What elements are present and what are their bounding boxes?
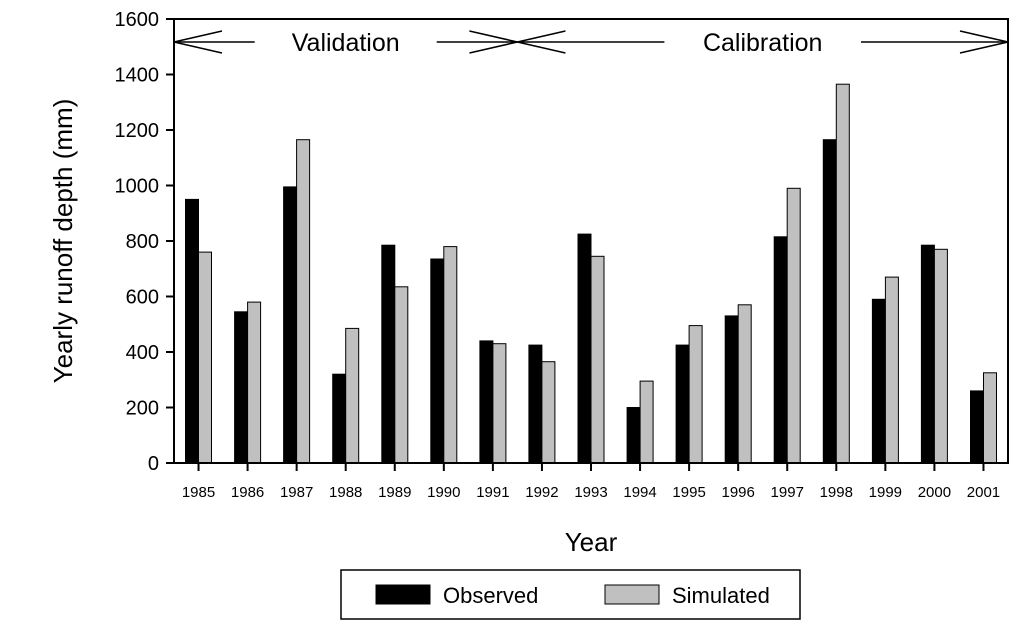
x-tick-label-1998: 1998: [820, 484, 853, 501]
y-tick-label-200: 200: [126, 398, 159, 420]
bar-observed-1992: [528, 344, 543, 464]
bar-simulated-1992: [541, 361, 556, 464]
y-tick-label-400: 400: [126, 342, 159, 364]
bar-simulated-1999: [884, 276, 899, 464]
bar-observed-1988: [332, 373, 347, 464]
x-tick-label-1993: 1993: [574, 484, 607, 501]
x-tick-label-1988: 1988: [329, 484, 362, 501]
bar-simulated-1990: [443, 246, 458, 464]
x-tick-label-1997: 1997: [771, 484, 804, 501]
period-label-calibration: Calibration: [703, 29, 823, 57]
legend-frame: [340, 569, 801, 620]
bar-simulated-1994: [639, 380, 654, 464]
x-axis: 1985 1986 1987 1988 1989 1990 1991 1992 1993 1994…: [182, 463, 1000, 501]
x-tick-label-2000: 2000: [918, 484, 951, 501]
bar-simulated-1986: [247, 301, 262, 464]
y-tick-label-1600: 1600: [115, 9, 160, 31]
bar-observed-1996: [724, 315, 739, 464]
bar-simulated-1997: [786, 187, 801, 464]
y-tick-label-800: 800: [126, 231, 159, 253]
x-tick-label-1992: 1992: [525, 484, 558, 501]
bar-simulated-1996: [737, 304, 752, 464]
bar-observed-1990: [430, 258, 445, 464]
period-arrowhead-left-validation: [173, 30, 223, 54]
bar-observed-1986: [234, 311, 249, 464]
bar-simulated-2001: [983, 372, 997, 464]
legend-swatch-simulated: [604, 584, 660, 605]
legend: Observed Simulated: [340, 569, 801, 620]
bar-observed-1998: [822, 139, 837, 464]
bar-observed-1993: [577, 233, 592, 464]
x-tick-label-1986: 1986: [231, 484, 264, 501]
x-tick-label-1987: 1987: [280, 484, 313, 501]
bar-observed-1989: [381, 244, 396, 464]
bar-observed-1995: [675, 344, 690, 464]
period-label-validation: Validation: [292, 29, 400, 57]
x-tick-label-1996: 1996: [721, 484, 754, 501]
y-tick-label-0: 0: [148, 453, 159, 475]
bar-observed-1987: [283, 186, 298, 464]
bar-simulated-1988: [345, 327, 360, 464]
y-tick-label-1200: 1200: [115, 120, 160, 142]
bar-simulated-1985: [198, 251, 212, 464]
y-tick-label-1400: 1400: [115, 65, 160, 87]
x-axis-title: Year: [565, 527, 618, 557]
bar-simulated-1991: [492, 343, 507, 464]
bar-simulated-1998: [835, 83, 850, 464]
bar-simulated-1995: [688, 325, 703, 464]
legend-label-simulated: Simulated: [672, 583, 770, 608]
x-tick-label-1999: 1999: [869, 484, 902, 501]
bar-observed-2000: [920, 244, 935, 464]
x-tick-label-2001: 2001: [967, 484, 1000, 501]
bar-simulated-2000: [933, 248, 948, 464]
y-tick-label-600: 600: [126, 287, 159, 309]
period-arrowhead-left-calibration: [517, 30, 566, 54]
x-tick-label-1985: 1985: [182, 484, 215, 501]
x-tick-label-1994: 1994: [623, 484, 656, 501]
x-tick-label-1995: 1995: [672, 484, 705, 501]
period-arrowhead-right-calibration: [959, 30, 1009, 54]
bar-simulated-1989: [394, 286, 409, 464]
x-tick-label-1991: 1991: [476, 484, 509, 501]
bars-layer: [185, 83, 997, 464]
y-axis: 0 200 400 600 800 1000 1200 1400 1600: [115, 9, 174, 475]
x-tick-label-1989: 1989: [378, 484, 411, 501]
bar-simulated-1987: [296, 139, 311, 464]
legend-swatch-observed: [375, 584, 431, 605]
y-tick-label-1000: 1000: [115, 176, 160, 198]
x-tick-label-1990: 1990: [427, 484, 460, 501]
legend-label-observed: Observed: [443, 583, 538, 608]
period-annotations: Validation Calibration: [173, 29, 1009, 57]
bar-observed-1999: [871, 298, 886, 464]
bar-observed-1991: [479, 340, 494, 464]
bar-observed-1985: [185, 198, 199, 464]
bar-simulated-1993: [590, 255, 605, 464]
y-axis-title: Yearly runoff depth (mm): [48, 99, 78, 384]
bar-observed-2001: [970, 390, 984, 464]
bar-observed-1997: [773, 236, 788, 464]
bar-observed-1994: [626, 407, 641, 464]
